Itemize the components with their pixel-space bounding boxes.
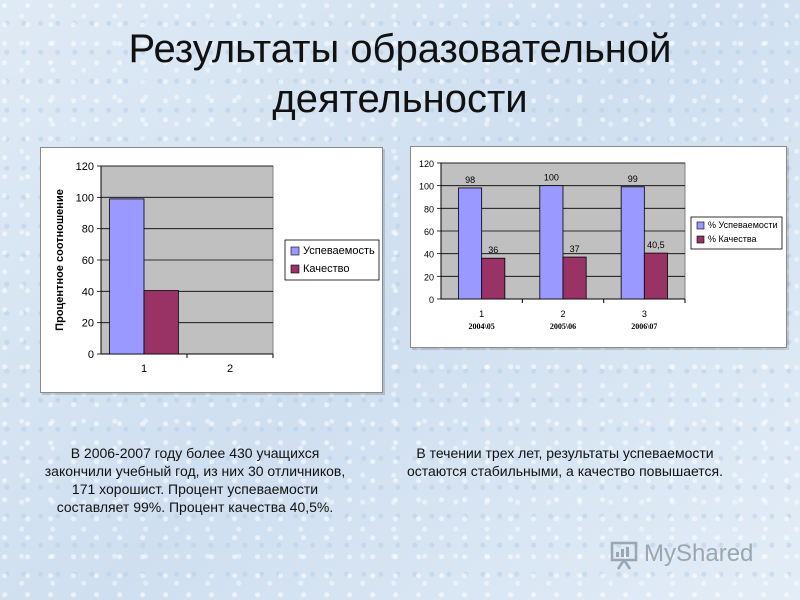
y-tick-label: 40 <box>424 250 434 260</box>
caption-right: В течении трех лет, результаты успеваемо… <box>406 445 724 479</box>
bar <box>143 290 179 355</box>
legend-label: Успеваемость <box>303 245 375 257</box>
y-tick-label: 0 <box>429 295 434 305</box>
x-tick-label: 2 <box>560 309 565 319</box>
legend <box>284 239 380 281</box>
x-tick-label: 1 <box>141 363 147 375</box>
x-tick-label: 1 <box>479 309 484 319</box>
presentation-board-icon <box>610 540 638 570</box>
x-tick-sublabel: 2006\07 <box>631 322 657 331</box>
bar <box>109 198 145 355</box>
bar <box>539 185 564 300</box>
data-label: 98 <box>465 175 475 185</box>
chart-left: 0 20 40 60 80 100 120 1 2 Процентное соотношение У… <box>54 161 380 375</box>
y-tick-label: 100 <box>419 182 434 192</box>
y-axis-label: Процентное соотношение <box>54 189 66 331</box>
legend-label: % Качества <box>708 234 757 244</box>
x-tick-sublabel: 2005\06 <box>550 322 576 331</box>
y-tick-label: 40 <box>82 286 94 298</box>
logo-text: MyShared <box>644 540 754 567</box>
bar <box>481 257 506 300</box>
data-label: 100 <box>544 173 559 183</box>
bar <box>562 256 587 300</box>
y-tick-label: 100 <box>76 192 94 204</box>
caption-left: В 2006-2007 году более 430 учащихся зако… <box>44 445 346 515</box>
chart-right-panel: 0 20 40 60 80 100 120 1 2004\05 98 36 2 2005\06 100 37… <box>410 146 787 348</box>
legend-label: % Успеваемости <box>708 220 778 230</box>
y-tick-label: 20 <box>424 272 434 282</box>
bar <box>643 252 668 300</box>
page-title: Результаты образовательной деятельности <box>128 27 672 121</box>
y-tick-label: 0 <box>88 349 94 361</box>
x-tick-label: 3 <box>642 309 647 319</box>
logo: MyShared <box>610 537 770 571</box>
legend-swatch <box>290 246 300 256</box>
x-tick-label: 2 <box>227 363 233 375</box>
bar <box>620 186 645 300</box>
data-label: 36 <box>488 245 498 255</box>
legend <box>690 216 783 250</box>
legend-swatch <box>696 235 705 244</box>
y-tick-label: 80 <box>424 204 434 214</box>
legend-swatch <box>290 264 300 274</box>
x-tick-sublabel: 2004\05 <box>469 322 495 331</box>
y-tick-label: 60 <box>82 255 94 267</box>
data-label: 99 <box>628 174 638 184</box>
legend-label: Качество <box>303 263 350 275</box>
y-tick-label: 80 <box>82 224 94 236</box>
legend-swatch <box>696 221 705 230</box>
chart-left-panel: 0 20 40 60 80 100 120 1 2 Процентное соотношение У… <box>40 147 383 393</box>
chart-right: 0 20 40 60 80 100 120 1 2004\05 98 36 2 2005\06 100 37… <box>419 159 783 331</box>
y-tick-label: 120 <box>419 159 434 169</box>
data-label: 40,5 <box>647 240 665 250</box>
y-tick-label: 60 <box>424 227 434 237</box>
y-tick-label: 20 <box>82 318 94 330</box>
bar <box>458 187 483 300</box>
y-tick-label: 120 <box>76 161 94 173</box>
data-label: 37 <box>570 244 580 254</box>
